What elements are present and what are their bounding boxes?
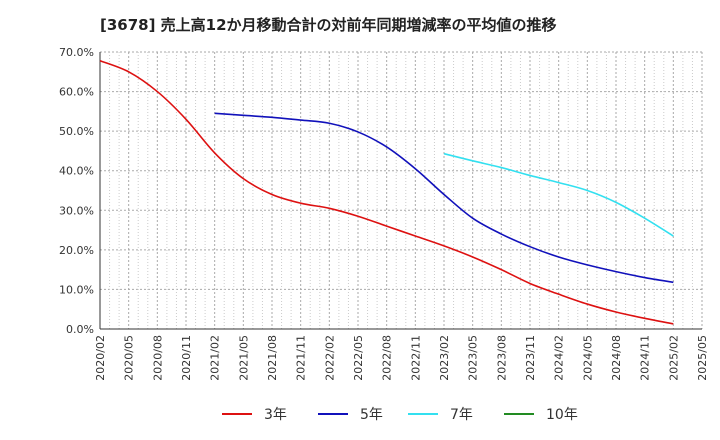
x-tick-label: 2021/05 [237,335,250,381]
x-tick-label: 2023/11 [524,335,537,381]
series-line-0 [99,59,674,325]
x-tick-label: 2024/05 [581,335,594,381]
x-tick-label: 2022/02 [323,335,336,381]
x-tick-label: 2022/11 [409,335,422,381]
legend-label-2: 7年 [450,407,473,423]
y-tick-label: 30.0% [59,204,94,217]
x-tick-label: 2023/08 [495,335,508,381]
legend-label-0: 3年 [264,407,287,423]
x-tick-label: 2020/08 [151,335,164,381]
series-line-1 [214,112,674,284]
x-tick-label: 2021/11 [295,335,308,381]
x-tick-label: 2020/02 [94,335,107,381]
plot-area [100,52,702,329]
x-tick-label: 2025/05 [696,335,709,381]
legend-label-1: 5年 [360,407,383,423]
x-tick-label: 2024/02 [553,335,566,381]
x-tick-label: 2023/05 [467,335,480,381]
x-tick-label: 2022/08 [381,335,394,381]
axes [99,52,702,330]
x-tick-label: 2025/02 [667,335,680,381]
y-tick-label: 60.0% [59,86,94,99]
series-line-2 [443,152,674,237]
chart-title: [3678] 売上高12か月移動合計の対前年同期増減率の平均値の推移 [100,16,557,34]
y-tick-label: 10.0% [59,283,94,296]
legend: 3年 5年 7年 10年 [222,407,578,423]
y-tick-label: 20.0% [59,244,94,257]
y-tick-label: 40.0% [59,165,94,178]
y-tick-label: 70.0% [59,46,94,59]
y-axis-tick-labels: 0.0% 10.0% 20.0% 30.0% 40.0% 50.0% 60.0% 70.0% [59,46,94,336]
y-tick-label: 50.0% [59,125,94,138]
series-lines [99,59,674,325]
grid-lines [99,51,703,330]
x-tick-label: 2023/02 [438,335,451,381]
x-tick-label: 2024/08 [610,335,623,381]
y-tick-label: 0.0% [66,323,94,336]
x-tick-label: 2020/11 [180,335,193,381]
x-tick-label: 2024/11 [639,335,652,381]
x-tick-label: 2022/05 [352,335,365,381]
x-tick-label: 2020/05 [123,335,136,381]
x-tick-label: 2021/08 [266,335,279,381]
x-tick-label: 2021/02 [209,335,222,381]
legend-label-3: 10年 [546,407,578,423]
x-axis-tick-labels: 2020/02 2020/05 2020/08 2020/11 2021/02 2021/… [94,335,709,381]
